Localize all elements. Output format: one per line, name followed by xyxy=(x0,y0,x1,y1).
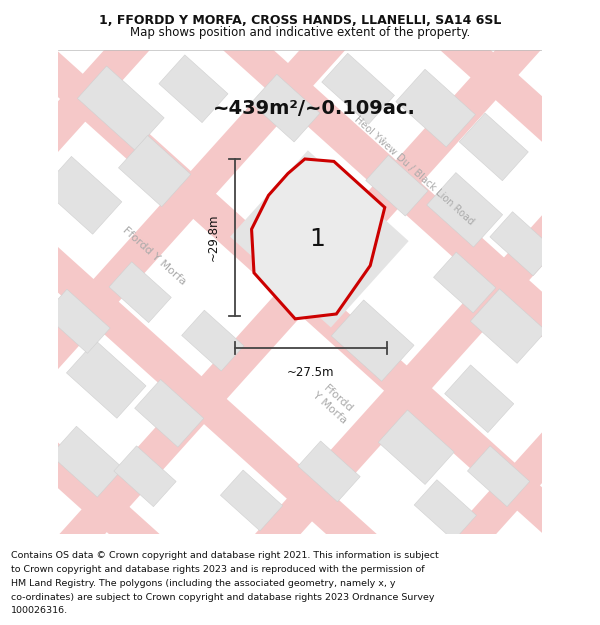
Polygon shape xyxy=(287,213,600,625)
Polygon shape xyxy=(331,300,414,381)
Polygon shape xyxy=(490,212,556,276)
Text: to Crown copyright and database rights 2023 and is reproduced with the permissio: to Crown copyright and database rights 2… xyxy=(11,565,424,574)
Polygon shape xyxy=(396,69,475,147)
Polygon shape xyxy=(71,18,600,625)
Polygon shape xyxy=(0,171,477,625)
Polygon shape xyxy=(159,55,228,123)
Polygon shape xyxy=(467,446,530,507)
Polygon shape xyxy=(0,0,421,469)
Polygon shape xyxy=(251,74,320,142)
Polygon shape xyxy=(230,151,409,328)
Polygon shape xyxy=(182,310,244,371)
Polygon shape xyxy=(0,388,283,625)
Text: Heol Yŵew Du / Black Lion Road: Heol Yŵew Du / Black Lion Road xyxy=(352,115,476,228)
Polygon shape xyxy=(414,480,476,541)
Text: Map shows position and indicative extent of the property.: Map shows position and indicative extent… xyxy=(130,26,470,39)
Text: 1, FFORDD Y MORFA, CROSS HANDS, LLANELLI, SA14 6SL: 1, FFORDD Y MORFA, CROSS HANDS, LLANELLI… xyxy=(99,14,501,28)
Polygon shape xyxy=(251,159,385,319)
Text: 1: 1 xyxy=(309,227,325,251)
Polygon shape xyxy=(50,426,123,497)
Text: Ffordd Y Morfa: Ffordd Y Morfa xyxy=(121,225,188,287)
Polygon shape xyxy=(119,136,191,207)
Polygon shape xyxy=(445,365,514,432)
Polygon shape xyxy=(317,0,600,197)
Polygon shape xyxy=(366,155,428,216)
Text: 100026316.: 100026316. xyxy=(11,606,68,615)
Polygon shape xyxy=(44,289,110,353)
Polygon shape xyxy=(298,441,360,502)
Polygon shape xyxy=(77,66,164,150)
Polygon shape xyxy=(42,156,122,234)
Polygon shape xyxy=(378,410,454,484)
Polygon shape xyxy=(114,446,176,507)
Text: ~439m²/~0.109ac.: ~439m²/~0.109ac. xyxy=(213,99,416,118)
Polygon shape xyxy=(0,64,574,625)
Polygon shape xyxy=(395,310,600,625)
Polygon shape xyxy=(459,113,529,181)
Polygon shape xyxy=(220,0,600,305)
Polygon shape xyxy=(134,379,204,447)
Polygon shape xyxy=(26,0,600,521)
Text: Ffordd
Y Morfa: Ffordd Y Morfa xyxy=(311,381,357,426)
Polygon shape xyxy=(322,53,394,124)
Polygon shape xyxy=(0,279,380,625)
Polygon shape xyxy=(415,0,600,89)
Polygon shape xyxy=(0,0,529,566)
Polygon shape xyxy=(220,470,283,531)
Polygon shape xyxy=(434,252,496,313)
Polygon shape xyxy=(0,0,313,372)
Polygon shape xyxy=(123,0,600,413)
Polygon shape xyxy=(470,289,546,363)
Text: co-ordinates) are subject to Crown copyright and database rights 2023 Ordnance S: co-ordinates) are subject to Crown copyr… xyxy=(11,592,434,601)
Polygon shape xyxy=(503,407,600,625)
Polygon shape xyxy=(427,173,503,247)
Text: ~29.8m: ~29.8m xyxy=(206,214,220,261)
Polygon shape xyxy=(67,341,146,418)
Polygon shape xyxy=(109,262,171,322)
Polygon shape xyxy=(0,0,205,274)
Text: ~27.5m: ~27.5m xyxy=(287,366,335,379)
Text: HM Land Registry. The polygons (including the associated geometry, namely x, y: HM Land Registry. The polygons (includin… xyxy=(11,579,395,587)
Polygon shape xyxy=(179,116,600,625)
Text: Contains OS data © Crown copyright and database right 2021. This information is : Contains OS data © Crown copyright and d… xyxy=(11,551,439,560)
